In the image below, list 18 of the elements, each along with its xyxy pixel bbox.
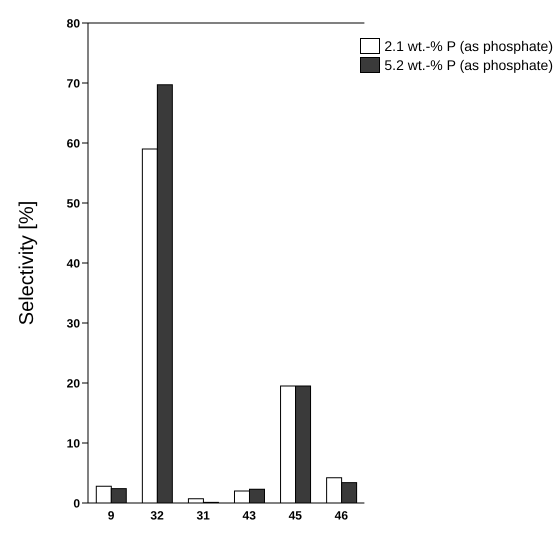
x-tick-label: 45 <box>288 508 302 523</box>
x-tick-label: 43 <box>242 508 256 523</box>
x-tick-label: 32 <box>150 508 164 523</box>
y-tick-label: 50 <box>66 196 80 210</box>
y-tick-label: 60 <box>66 136 80 150</box>
y-tick-label: 10 <box>66 436 80 450</box>
y-tick-label: 40 <box>66 256 80 270</box>
x-tick-label: 46 <box>334 508 348 523</box>
y-axis-title: Selectivity [%] <box>16 200 38 326</box>
y-tick-label: 80 <box>66 16 80 30</box>
x-tick-label: 31 <box>196 508 210 523</box>
legend-label: 5.2 wt.-% P (as phosphate) <box>384 57 553 73</box>
y-tick-label: 70 <box>66 76 80 90</box>
y-tick-label: 30 <box>66 316 80 330</box>
y-tick-label: 0 <box>73 496 80 510</box>
legend-label: 2.1 wt.-% P (as phosphate) <box>384 38 553 54</box>
y-tick-label: 20 <box>66 376 80 390</box>
x-tick-label: 9 <box>108 508 115 523</box>
